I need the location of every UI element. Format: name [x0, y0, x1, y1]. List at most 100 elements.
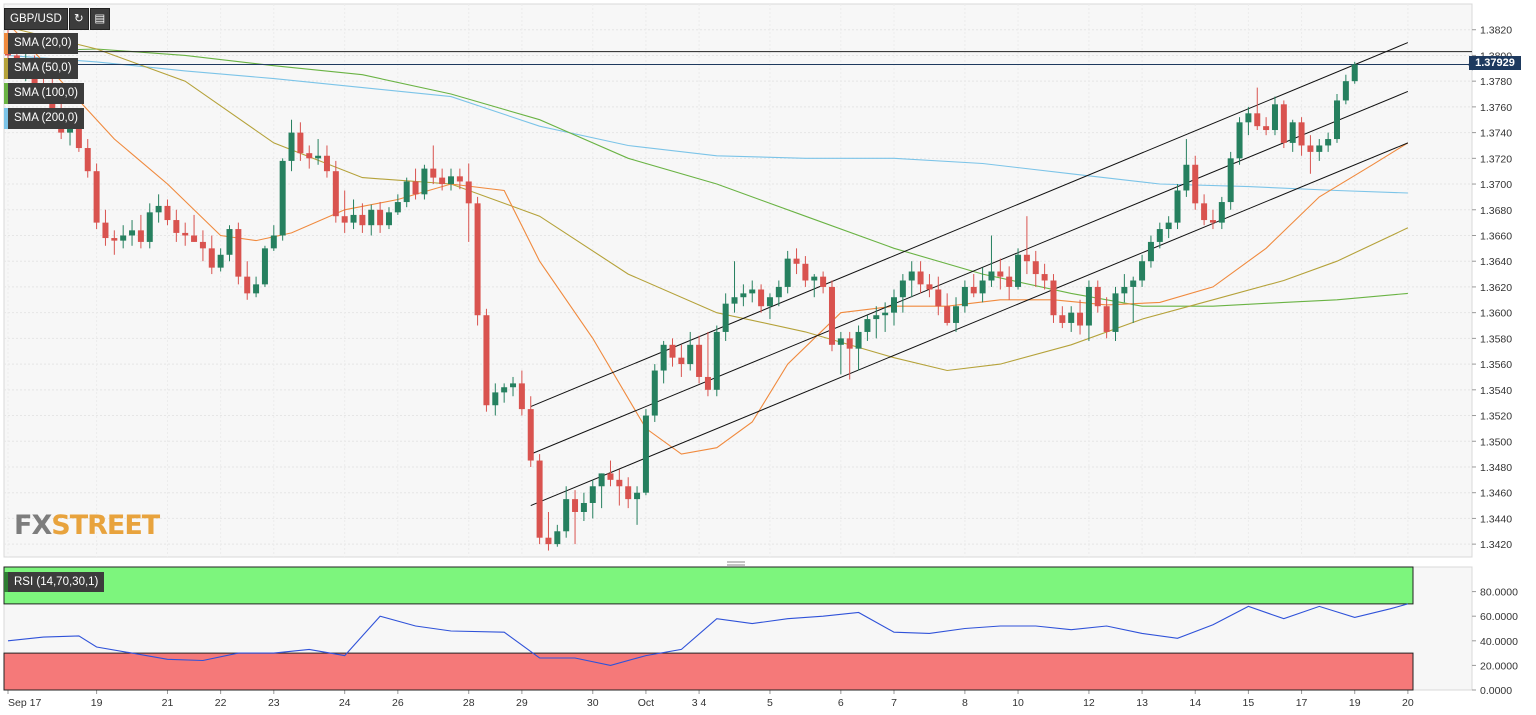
candle-body	[111, 238, 118, 241]
candle-body	[1183, 164, 1190, 191]
time-tick-label: 30	[587, 697, 599, 709]
candle-body	[1307, 145, 1314, 152]
price-tick-label: 1.3500	[1480, 436, 1512, 448]
candle-body	[704, 376, 711, 390]
candle-body	[642, 415, 649, 493]
channel-trendline	[530, 42, 1409, 407]
candle-body	[908, 271, 915, 281]
candle-body	[1325, 139, 1332, 146]
rsi-line	[7, 603, 1409, 666]
rsi-tick-label: 0.0000	[1480, 685, 1512, 697]
candle-body	[580, 502, 587, 512]
candle-body	[1094, 286, 1101, 307]
candle-body	[1156, 229, 1163, 242]
candle-body	[1351, 64, 1358, 82]
time-tick-label: 13	[1136, 697, 1148, 709]
candle-body	[120, 235, 127, 241]
candle-body	[297, 132, 304, 154]
candle-body	[1245, 113, 1252, 123]
indicators-icon[interactable]: ▤	[89, 8, 110, 30]
channel-trendline	[530, 142, 1409, 507]
candle-body	[368, 209, 375, 226]
candle-body	[501, 387, 508, 393]
candle-body	[1112, 293, 1119, 332]
candle-body	[1192, 164, 1199, 204]
candle-body	[740, 293, 747, 298]
candle-body	[784, 258, 791, 287]
candle-body	[899, 280, 906, 298]
candle-body	[572, 499, 579, 512]
candle-body	[536, 460, 543, 538]
candle-body	[518, 383, 525, 410]
time-tick-label: 7	[891, 697, 897, 709]
candle-body	[350, 214, 357, 223]
candle-body	[793, 258, 800, 264]
candle-body	[1263, 126, 1270, 131]
candle-body	[828, 286, 835, 345]
rsi-tick-label: 60.0000	[1480, 611, 1518, 623]
candle-body	[1085, 286, 1092, 326]
candle-body	[696, 344, 703, 377]
candle-body	[1103, 306, 1110, 332]
legend-sma200[interactable]: SMA (200,0)	[4, 108, 84, 129]
rsi-tick-label: 20.0000	[1480, 660, 1518, 672]
candle-body	[483, 315, 490, 406]
candle-body	[607, 473, 614, 480]
candle-body	[669, 344, 676, 358]
candle-body	[306, 153, 313, 159]
candle-body	[385, 212, 392, 226]
legend-sma50[interactable]: SMA (50,0)	[4, 58, 84, 79]
price-tick-label: 1.3760	[1480, 102, 1512, 114]
candle-body	[891, 297, 897, 313]
candle-body	[67, 126, 74, 133]
candle-body	[137, 230, 144, 242]
price-tick-label: 1.3420	[1480, 539, 1512, 551]
legend-sma20[interactable]: SMA (20,0)	[4, 33, 84, 54]
candle-body	[155, 205, 162, 213]
sma50-line	[7, 26, 1409, 372]
candle-body	[598, 473, 605, 487]
rsi-legend[interactable]: RSI (14,70,30,1)	[4, 572, 105, 592]
candle-body	[75, 126, 82, 149]
candle-body	[1236, 122, 1243, 159]
candle-body	[713, 331, 720, 390]
candle-body	[758, 289, 765, 307]
candle-body	[1316, 145, 1323, 152]
candle-body	[164, 205, 171, 221]
price-tick-label: 1.3720	[1480, 153, 1512, 165]
candle-body	[1041, 274, 1048, 281]
rsi-tick-label: 80.0000	[1480, 587, 1518, 599]
legend-sma100[interactable]: SMA (100,0)	[4, 83, 84, 104]
refresh-icon[interactable]: ↻	[68, 8, 89, 30]
candle-body	[359, 214, 366, 226]
candle-body	[545, 537, 552, 545]
candle-body	[1068, 312, 1075, 323]
candle-body	[616, 479, 623, 487]
sma200-label: SMA (200,0)	[8, 108, 84, 129]
candle-body	[510, 383, 517, 388]
candle-body	[722, 303, 729, 332]
time-tick-label: 29	[516, 697, 528, 709]
candle-body	[820, 276, 827, 287]
channel-trendline	[530, 90, 1409, 455]
time-tick-label: Sep 17	[8, 697, 41, 709]
candle-body	[1015, 254, 1022, 287]
candle-body	[1121, 286, 1128, 294]
fxstreet-logo: FXSTREET	[14, 510, 160, 541]
candle-body	[465, 181, 472, 204]
symbol-selector[interactable]: GBP/USD	[4, 8, 68, 30]
price-tick-label: 1.3780	[1480, 76, 1512, 88]
rsi-overbought-zone	[3, 566, 1414, 605]
indicator-legend: SMA (20,0) SMA (50,0) SMA (100,0) SMA (2…	[4, 33, 84, 133]
candle-body	[244, 276, 251, 294]
candle-body	[191, 235, 198, 242]
candle-body	[766, 297, 773, 307]
candle-body	[173, 220, 180, 233]
candle-body	[1342, 81, 1349, 101]
candle-body	[953, 306, 960, 323]
candle-body	[1130, 280, 1137, 287]
candle-body	[1201, 203, 1208, 221]
current-price-badge: 1.37929	[1469, 56, 1521, 70]
time-tick-label: 22	[215, 697, 227, 709]
